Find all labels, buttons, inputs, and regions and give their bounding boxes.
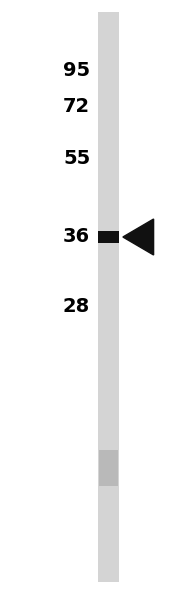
Text: 95: 95 [63, 61, 90, 80]
Text: 36: 36 [63, 227, 90, 247]
Polygon shape [123, 219, 154, 255]
Bar [98, 12, 119, 582]
Text: 72: 72 [63, 97, 90, 116]
Bar [98, 231, 119, 243]
Text: 28: 28 [63, 296, 90, 316]
Text: 55: 55 [63, 149, 90, 169]
Bar [99, 450, 118, 486]
